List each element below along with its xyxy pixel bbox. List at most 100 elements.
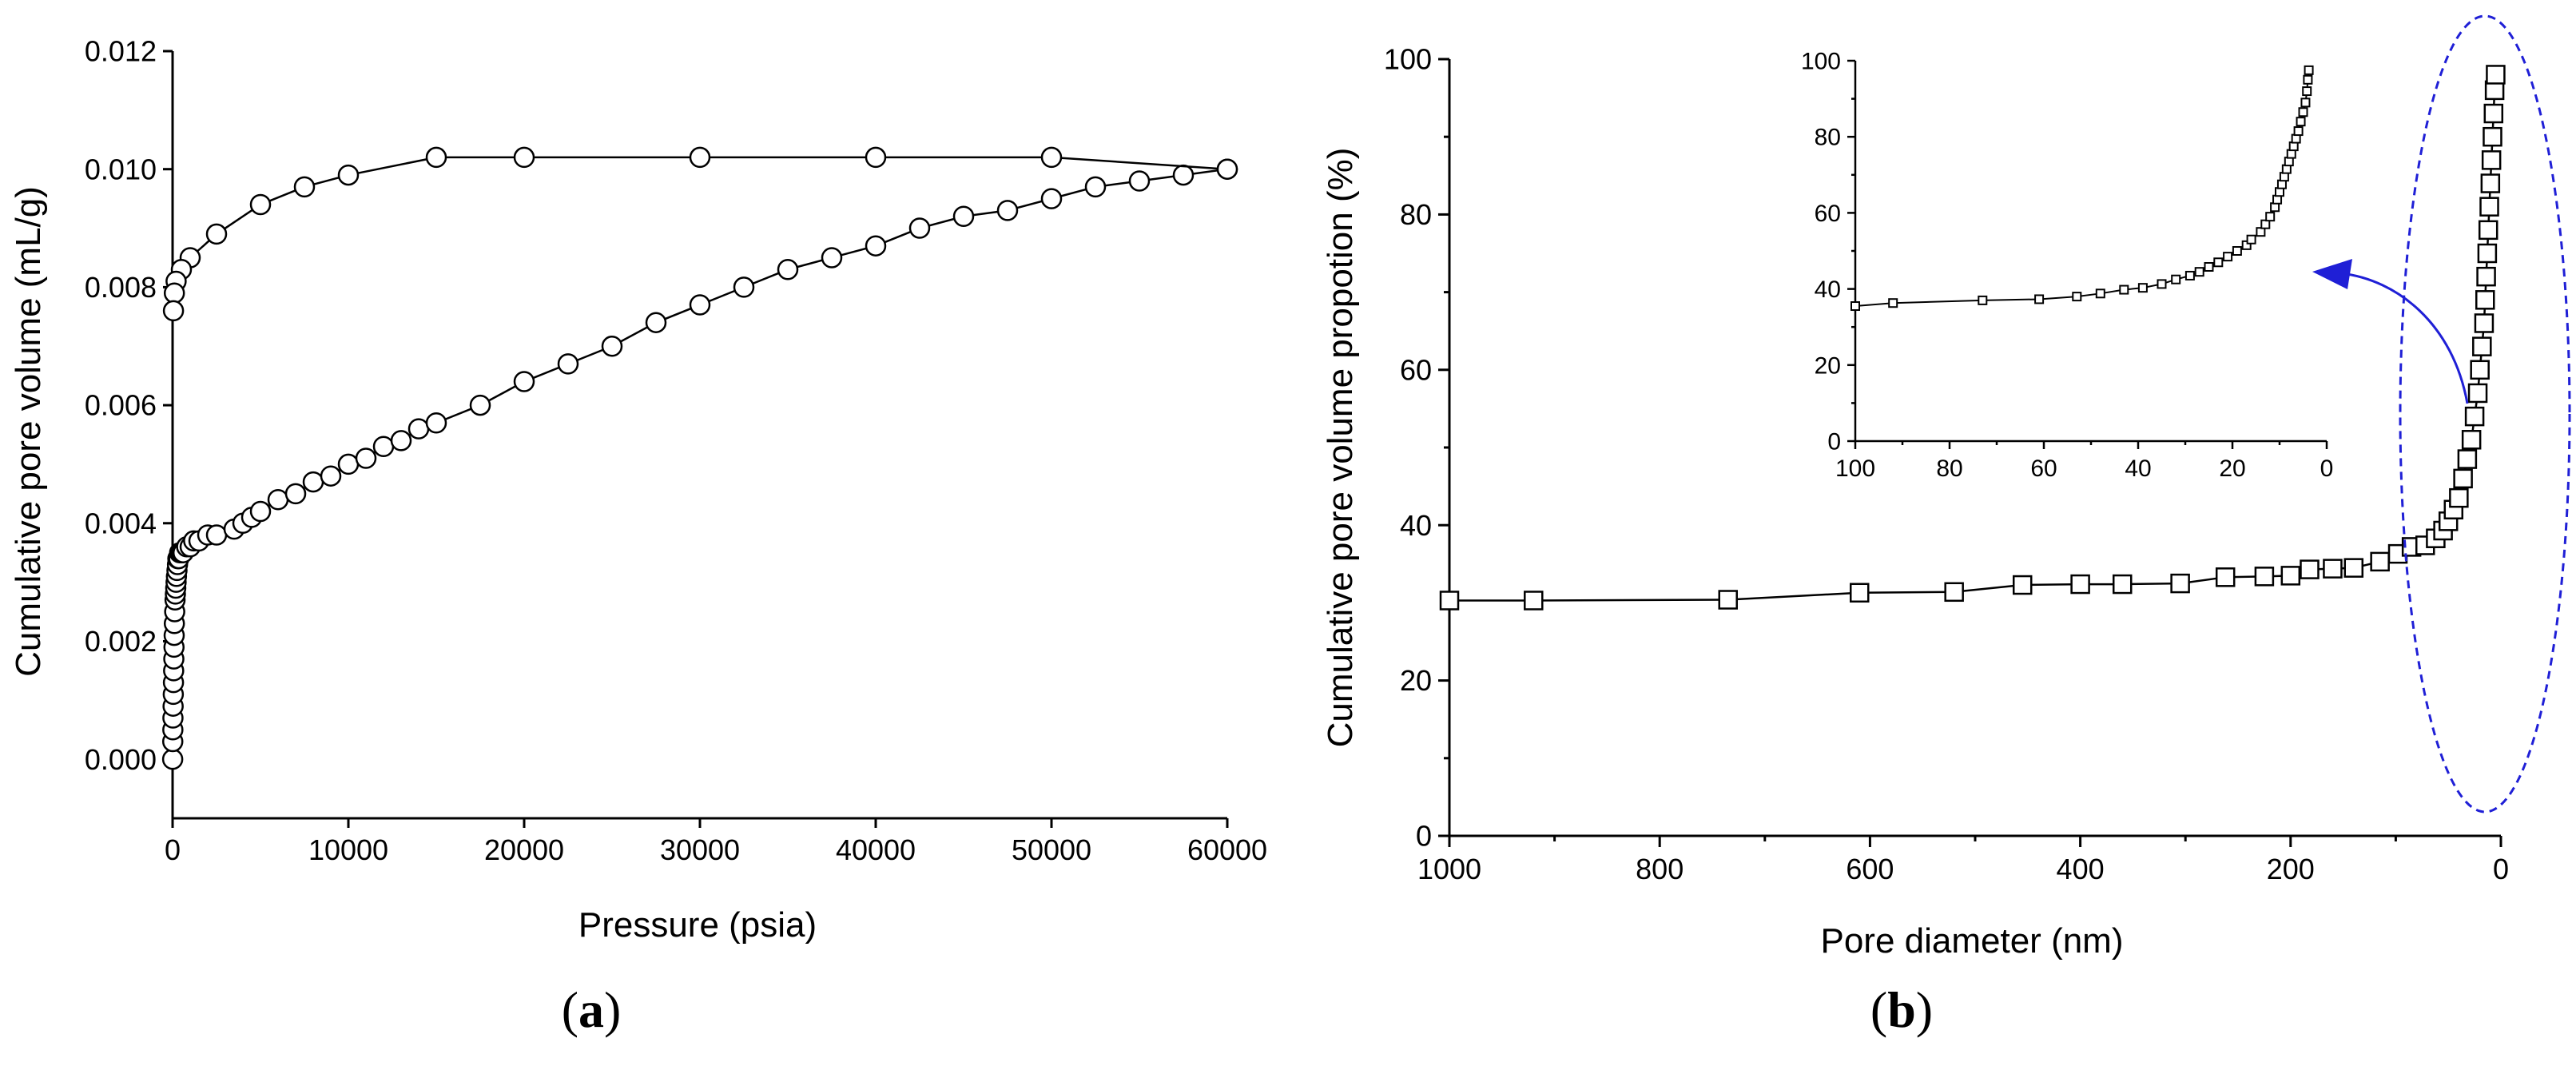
inset-series-point bbox=[2298, 107, 2308, 117]
panel-b-y-axis-label: Cumulative pore volume propotion (%) bbox=[1321, 148, 1360, 748]
panel-b-series-line bbox=[1449, 74, 2497, 602]
panel-a-x-tick-label: 10000 bbox=[308, 833, 388, 866]
panel-a-x-tick-label: 40000 bbox=[836, 833, 916, 866]
panel-a-series-1-point bbox=[777, 258, 799, 280]
inset-series-point bbox=[2293, 126, 2304, 137]
panel-a-y-tick-label: 0.006 bbox=[85, 389, 157, 422]
panel-a-series-1-point bbox=[161, 748, 184, 770]
arrowhead bbox=[2312, 259, 2352, 289]
panel-a-series-1-point bbox=[908, 217, 931, 239]
panel-b-series-point bbox=[2472, 336, 2492, 356]
panel-a-series-1-point bbox=[1172, 164, 1195, 186]
panel-b-label: (b) bbox=[1870, 981, 1933, 1038]
panel-b-series-point bbox=[2464, 406, 2485, 427]
panel-b-y-tick-label: 100 bbox=[1384, 43, 1432, 76]
inset-series-point bbox=[2260, 219, 2271, 229]
panel-b-series-point bbox=[2280, 566, 2301, 586]
panel-b-series-point bbox=[2453, 468, 2473, 489]
inset-x-tick-label: 100 bbox=[1835, 455, 1875, 482]
panel-a-x-tick-label: 50000 bbox=[1012, 833, 1091, 866]
panel-b-x-tick-label: 1000 bbox=[1417, 853, 1481, 885]
panel-b-x-tick-label: 400 bbox=[2057, 853, 2105, 885]
inset-series-point bbox=[2223, 252, 2233, 262]
panel-a-x-tick-label: 30000 bbox=[660, 833, 740, 866]
inset-series-point bbox=[2276, 179, 2287, 189]
panel-b-series-point bbox=[1439, 591, 1460, 611]
curved-arrow bbox=[2340, 272, 2469, 404]
panel-b-y-tick-label: 80 bbox=[1400, 198, 1432, 231]
panel-a-series-2-point bbox=[513, 146, 535, 169]
inset-y-tick-label: 80 bbox=[1815, 125, 1841, 151]
inset-series-point bbox=[2119, 284, 2129, 295]
panel-b-series-point bbox=[2012, 575, 2033, 595]
inset-series-point bbox=[1888, 298, 1898, 308]
panel-b-inset: 100 80 60 40 20 0 0 20 40 60 80 100 bbox=[1801, 49, 2333, 483]
panel-a-series-1-point bbox=[601, 335, 623, 357]
inset-series-point bbox=[2300, 97, 2311, 108]
inset-series-point bbox=[2270, 202, 2280, 213]
panel-a-series-2-point bbox=[1216, 158, 1238, 180]
panel-a-series-1-point bbox=[267, 488, 289, 511]
inset-series-point bbox=[1978, 295, 1988, 305]
inset-x-tick-label: 20 bbox=[2219, 455, 2245, 482]
inset-series-point bbox=[2256, 227, 2266, 237]
inset-series-point bbox=[2157, 279, 2167, 289]
panel-b-series-point bbox=[1524, 591, 1544, 611]
panel-a-series-1-point bbox=[205, 524, 228, 546]
panel-b-series-point bbox=[2215, 567, 2236, 587]
panel-b-y-tick-label: 40 bbox=[1400, 509, 1432, 542]
inset-series-point bbox=[2284, 157, 2294, 167]
panel-a-series-1-point bbox=[320, 465, 342, 487]
panel-a-series-2-point bbox=[163, 282, 185, 304]
panel-b-series-point bbox=[2343, 558, 2364, 578]
inset-series-point bbox=[1851, 301, 1860, 312]
inset-series-point bbox=[2279, 172, 2289, 182]
panel-b-y-tick-label: 20 bbox=[1400, 664, 1432, 697]
panel-a-series-2-point bbox=[425, 146, 447, 169]
panel-b-series-point bbox=[2479, 197, 2499, 217]
panel-a-series-1-point bbox=[645, 312, 667, 333]
inset-series-point bbox=[2137, 283, 2148, 293]
panel-a-series-1-point bbox=[557, 353, 579, 375]
panel-b-series-point bbox=[2476, 266, 2496, 287]
panel-b-series-point bbox=[2470, 360, 2490, 380]
inset-series-point bbox=[2302, 86, 2312, 97]
inset-series-point bbox=[2281, 164, 2292, 174]
panel-b-series-point bbox=[2478, 220, 2498, 241]
inset-y-tick-label: 40 bbox=[1815, 276, 1841, 303]
panel-a-y-tick-label: 0.008 bbox=[85, 271, 157, 304]
panel-a-y-tick-label: 0.012 bbox=[85, 35, 157, 68]
panel-b-series-point bbox=[2112, 574, 2133, 595]
panel-b-series-point bbox=[2254, 567, 2275, 587]
panel-a-series-2-point bbox=[293, 176, 316, 198]
panel-b-x-tick-label: 600 bbox=[1846, 853, 1894, 885]
inset-series-point bbox=[2171, 274, 2181, 284]
panel-b-series-point bbox=[1718, 590, 1738, 610]
panel-b-axis-lines bbox=[1448, 59, 2501, 837]
panel-a-series-1-point bbox=[821, 247, 843, 268]
inset-series-point bbox=[2095, 288, 2105, 299]
panel-a-series-2-point bbox=[162, 300, 185, 322]
panel-b-series-point bbox=[1944, 582, 1964, 603]
panel-a-series-1-point bbox=[733, 276, 755, 298]
panel-b-series-point bbox=[2481, 150, 2502, 170]
panel-a-series-2-point bbox=[205, 223, 228, 245]
panel-a-series-1-point bbox=[284, 483, 307, 505]
panel-b-series-point bbox=[2474, 313, 2495, 333]
panel-a-series-2-line bbox=[172, 156, 1228, 311]
inset-series-point bbox=[2272, 194, 2283, 205]
inset-axis-lines bbox=[1854, 61, 2327, 443]
inset-y-tick-label: 0 bbox=[1827, 429, 1841, 455]
panel-a-chart: 0 10000 20000 30000 40000 50000 60000 0.000 0.00… bbox=[9, 35, 1267, 1038]
panel-a-series-1-point bbox=[513, 371, 535, 392]
panel-a-series-1-line bbox=[171, 168, 1228, 760]
panel-a-x-tick-label: 0 bbox=[165, 833, 181, 866]
panel-a-series-1-point bbox=[249, 500, 272, 523]
panel-a-x-tick-label: 60000 bbox=[1187, 833, 1267, 866]
panel-a-series-1-point bbox=[689, 294, 711, 316]
panel-b-series-point bbox=[1849, 583, 1870, 603]
panel-b-series-point bbox=[2477, 243, 2498, 264]
panel-a-series-1-point bbox=[952, 205, 975, 228]
